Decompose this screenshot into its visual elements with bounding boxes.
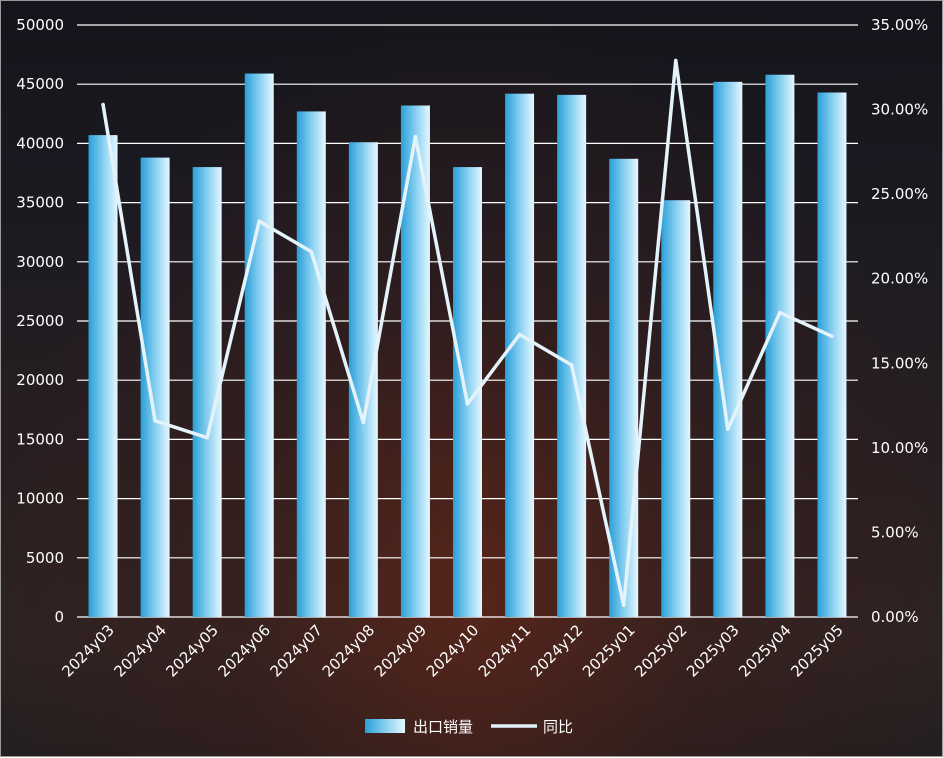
right-tick-label: 5.00% [871, 523, 919, 541]
line-series [101, 58, 834, 607]
left-tick-label: 50000 [16, 16, 64, 34]
yoy-point-2024y03 [101, 102, 105, 107]
yoy-point-2024y08 [361, 420, 366, 425]
x-tick-label: 2025y03 [683, 621, 742, 680]
x-axis: 2024y032024y042024y052024y062024y072024y… [58, 621, 846, 680]
left-tick-label: 45000 [16, 75, 64, 93]
legend-bar-swatch [365, 719, 405, 733]
x-tick-label: 2024y05 [162, 621, 221, 680]
yoy-point-2025y04 [778, 310, 782, 315]
bar-2024y03 [88, 135, 118, 617]
right-tick-label: 10.00% [871, 439, 928, 457]
left-tick-label: 5000 [26, 549, 64, 567]
bar-2024y04 [140, 157, 170, 617]
right-tick-label: 20.00% [871, 270, 928, 288]
x-tick-label: 2024y09 [371, 621, 430, 680]
yoy-point-2024y07 [309, 249, 314, 254]
left-tick-label: 35000 [16, 194, 64, 212]
left-tick-label: 20000 [16, 371, 64, 389]
x-tick-label: 2024y03 [58, 621, 117, 680]
left-tick-label: 30000 [16, 253, 64, 271]
yoy-point-2024y12 [569, 363, 574, 367]
left-tick-label: 25000 [16, 312, 64, 330]
legend-line-label: 同比 [543, 718, 573, 736]
bar-2024y06 [244, 73, 274, 617]
yoy-point-2024y11 [517, 332, 522, 337]
left-tick-label: 10000 [16, 490, 64, 508]
legend-bar-label: 出口销量 [413, 718, 473, 736]
right-tick-label: 25.00% [871, 185, 928, 203]
yoy-point-2024y04 [153, 418, 157, 423]
yoy-point-2025y01 [621, 603, 626, 607]
bar-2024y07 [296, 111, 326, 617]
left-tick-label: 40000 [16, 134, 64, 152]
bar-2025y04 [765, 74, 795, 617]
right-tick-label: 30.00% [871, 101, 928, 119]
yoy-point-2024y06 [257, 219, 262, 224]
legend: 出口销量 同比 [365, 718, 573, 736]
yoy-point-2024y09 [413, 134, 418, 139]
left-tick-label: 0 [54, 608, 64, 626]
x-tick-label: 2024y12 [527, 621, 586, 680]
right-tick-label: 15.00% [871, 354, 928, 372]
right-tick-label: 35.00% [871, 16, 928, 34]
x-tick-label: 2024y08 [319, 621, 378, 680]
bar-2025y02 [661, 200, 691, 617]
left-axis: 0 5000 10000 15000 20000 25000 30000 35000 40000… [16, 16, 64, 626]
x-tick-label: 2024y07 [267, 621, 326, 680]
bar-2024y11 [505, 93, 535, 617]
bar-2024y12 [557, 94, 587, 617]
x-tick-label: 2024y11 [475, 621, 534, 680]
x-tick-label: 2025y05 [787, 621, 846, 680]
x-tick-label: 2025y02 [631, 621, 690, 680]
bar-2025y05 [817, 92, 847, 618]
bar-2024y08 [348, 142, 378, 617]
right-tick-label: 0.00% [871, 608, 919, 626]
x-tick-label: 2024y06 [215, 621, 274, 680]
right-axis: 0.00% 5.00% 10.00% 15.00% 20.00% 25.00% 30.00%… [871, 16, 928, 626]
yoy-point-2024y10 [465, 402, 470, 406]
x-tick-label: 2025y04 [735, 621, 794, 680]
x-tick-label: 2025y01 [579, 621, 638, 680]
bar-series [88, 73, 847, 618]
yoy-point-2025y02 [673, 58, 678, 63]
bar-2025y01 [609, 158, 639, 618]
x-tick-label: 2024y04 [110, 621, 169, 680]
yoy-point-2024y05 [205, 435, 209, 440]
yoy-point-2025y03 [726, 427, 730, 432]
x-tick-label: 2024y10 [423, 621, 482, 680]
left-tick-label: 15000 [16, 430, 64, 448]
yoy-point-2025y05 [830, 334, 834, 339]
